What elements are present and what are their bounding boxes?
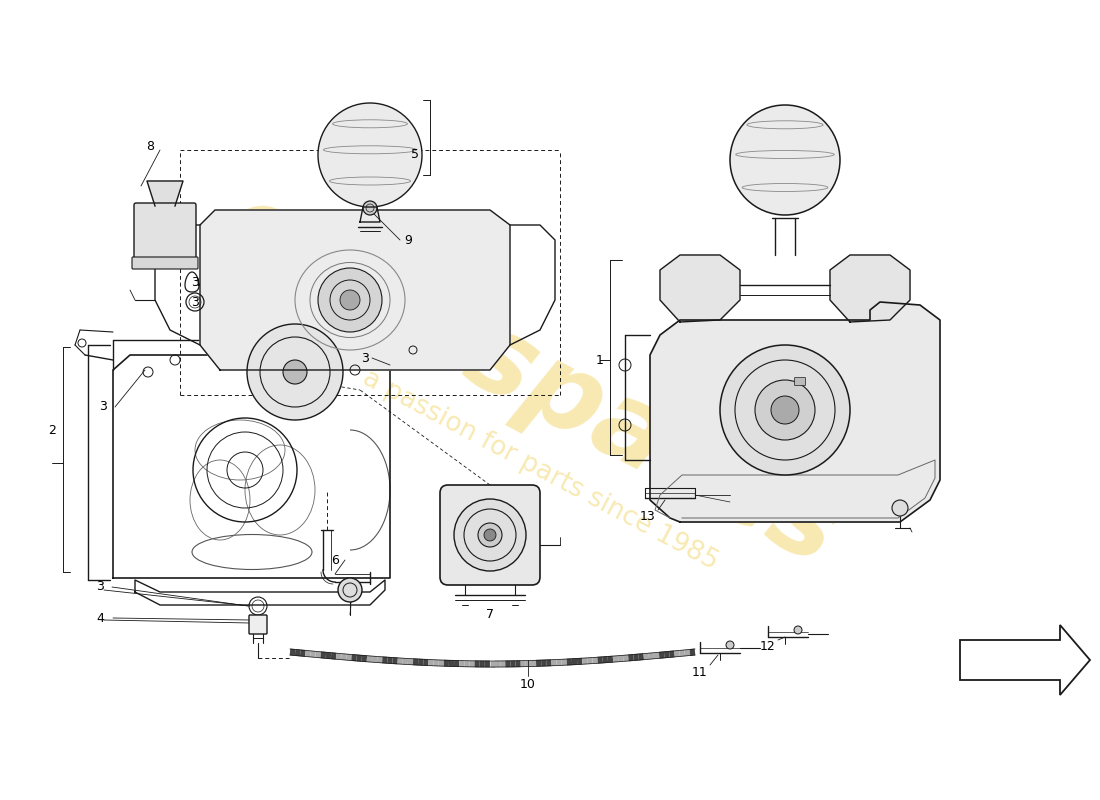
Text: 9: 9 <box>404 234 411 246</box>
Text: 11: 11 <box>692 666 708 678</box>
Circle shape <box>454 499 526 571</box>
Polygon shape <box>200 210 510 370</box>
Polygon shape <box>830 255 910 322</box>
Text: 2: 2 <box>48 423 56 437</box>
Circle shape <box>484 529 496 541</box>
Text: 7: 7 <box>486 607 494 621</box>
Text: 1: 1 <box>596 354 604 366</box>
Text: 10: 10 <box>520 678 536 690</box>
Text: 4: 4 <box>96 611 103 625</box>
Text: 5: 5 <box>411 149 419 162</box>
Circle shape <box>755 380 815 440</box>
Circle shape <box>892 500 907 516</box>
FancyBboxPatch shape <box>499 510 508 518</box>
Text: 3: 3 <box>191 277 199 290</box>
FancyBboxPatch shape <box>249 615 267 634</box>
FancyBboxPatch shape <box>794 378 805 386</box>
FancyBboxPatch shape <box>440 485 540 585</box>
Text: 8: 8 <box>146 141 154 154</box>
Circle shape <box>363 201 377 215</box>
Text: 13: 13 <box>640 510 656 523</box>
Circle shape <box>338 578 362 602</box>
FancyBboxPatch shape <box>134 203 196 262</box>
Circle shape <box>340 290 360 310</box>
Polygon shape <box>147 181 183 206</box>
Circle shape <box>248 324 343 420</box>
Text: a passion for parts since 1985: a passion for parts since 1985 <box>358 365 723 575</box>
Polygon shape <box>660 255 740 322</box>
Text: 6: 6 <box>331 554 339 566</box>
FancyBboxPatch shape <box>132 257 198 269</box>
Text: 3: 3 <box>99 401 107 414</box>
Text: 3: 3 <box>96 581 103 594</box>
Text: 3: 3 <box>191 297 199 310</box>
Circle shape <box>283 360 307 384</box>
Polygon shape <box>650 302 940 522</box>
Text: eurospares: eurospares <box>202 172 858 588</box>
Circle shape <box>771 396 799 424</box>
Circle shape <box>726 641 734 649</box>
Circle shape <box>318 103 422 207</box>
Circle shape <box>318 268 382 332</box>
Text: 3: 3 <box>361 351 368 365</box>
Circle shape <box>794 626 802 634</box>
Circle shape <box>151 219 179 247</box>
Circle shape <box>730 105 840 215</box>
Circle shape <box>720 345 850 475</box>
Text: 12: 12 <box>760 641 775 654</box>
Circle shape <box>478 523 502 547</box>
